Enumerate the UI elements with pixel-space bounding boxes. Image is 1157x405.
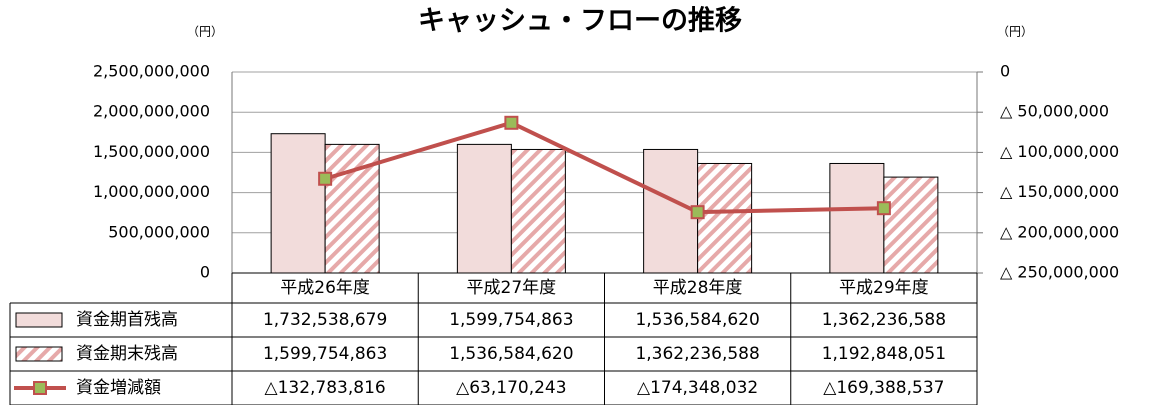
y2-tick-label: △ 200,000,000 [1000, 222, 1119, 241]
y2-tick-label: △ 50,000,000 [1000, 102, 1109, 121]
marker [318, 171, 333, 186]
category-label: 平成26年度 [280, 278, 370, 298]
y2-tick-label: △ 150,000,000 [1000, 182, 1119, 201]
chart-title: キャッシュ・フローの推移 [418, 6, 742, 37]
y-tick-label: 1,500,000,000 [93, 142, 210, 161]
bar [456, 143, 512, 274]
category-label: 平成29年度 [839, 278, 929, 298]
y-tick-label: 2,000,000,000 [93, 102, 210, 121]
table-value: 1,192,848,051 [822, 344, 946, 364]
bar [883, 176, 939, 274]
legend-swatch [33, 381, 47, 395]
legend-swatch [15, 346, 63, 362]
legend-label: 資金増減額 [76, 378, 161, 398]
line [324, 120, 884, 215]
bar [643, 148, 699, 274]
table-value: △132,783,816 [265, 378, 386, 398]
bar [697, 162, 753, 274]
y2-tick-label: 0 [1000, 62, 1010, 81]
table-value: 1,599,754,863 [449, 310, 573, 330]
y2-unit: （円） [997, 25, 1033, 39]
y-tick-label: 0 [200, 263, 210, 282]
marker [504, 115, 519, 130]
table-value: △63,170,243 [456, 378, 566, 398]
table-value: 1,362,236,588 [635, 344, 759, 364]
y-unit: （円） [187, 25, 223, 39]
legend-label: 資金期末残高 [76, 344, 178, 364]
table-value: △169,388,537 [823, 378, 944, 398]
bar [270, 133, 326, 274]
y-tick-label: 2,500,000,000 [93, 62, 210, 81]
category-label: 平成28年度 [653, 278, 743, 298]
y2-tick-label: △ 100,000,000 [1000, 142, 1119, 161]
y2-tick-label: △ 250,000,000 [1000, 263, 1119, 282]
legend-swatch [15, 312, 63, 328]
legend-label: 資金期首残高 [76, 310, 178, 330]
y-tick-label: 1,000,000,000 [93, 182, 210, 201]
category-label: 平成27年度 [467, 278, 557, 298]
table-value: 1,599,754,863 [263, 344, 387, 364]
table-value: 1,732,538,679 [263, 310, 387, 330]
table-value: 1,536,584,620 [635, 310, 759, 330]
table-value: △174,348,032 [637, 378, 758, 398]
marker [690, 205, 705, 220]
marker [876, 201, 891, 216]
table-value: 1,362,236,588 [822, 310, 946, 330]
bar [510, 148, 566, 274]
y-tick-label: 500,000,000 [108, 222, 210, 241]
bar [829, 162, 885, 274]
table-value: 1,536,584,620 [449, 344, 573, 364]
